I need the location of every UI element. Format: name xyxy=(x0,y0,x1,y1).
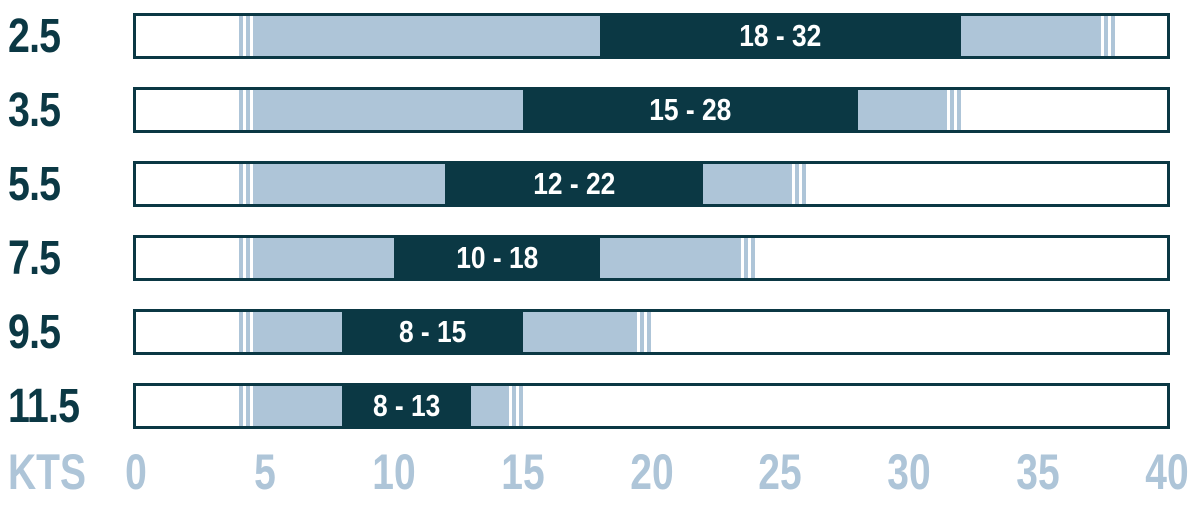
fade-stripe xyxy=(250,16,254,56)
fade-stripe xyxy=(799,164,803,204)
axis-tick-label: 10 xyxy=(372,444,416,500)
wind-range-bar: 8 - 15 xyxy=(133,309,1170,355)
fade-stripe xyxy=(243,312,247,352)
row-label: 3.5 xyxy=(8,83,61,137)
fade-stripe xyxy=(250,90,254,130)
axis-tick-label: 5 xyxy=(254,444,276,500)
fade-stripe xyxy=(243,164,247,204)
fade-stripe xyxy=(1108,16,1112,56)
wind-range-bar: 8 - 13 xyxy=(133,383,1170,429)
row-label: 9.5 xyxy=(8,305,61,359)
axis-tick-label: 20 xyxy=(629,444,674,500)
axis-tick-label: 25 xyxy=(758,444,803,500)
ideal-range-band: 10 - 18 xyxy=(393,238,600,278)
wind-range-bar: 10 - 18 xyxy=(133,235,1170,281)
fade-stripe xyxy=(515,386,519,426)
range-label: 8 - 15 xyxy=(398,314,467,349)
ideal-range-band: 18 - 32 xyxy=(599,16,961,56)
range-label: 12 - 22 xyxy=(533,166,616,201)
fade-stripe xyxy=(747,238,751,278)
row-label: 7.5 xyxy=(8,231,61,285)
wind-range-bar: 15 - 28 xyxy=(133,87,1170,133)
fade-stripe xyxy=(946,90,950,130)
range-label: 10 - 18 xyxy=(455,240,538,275)
fade-stripe xyxy=(250,386,254,426)
fade-stripe xyxy=(637,312,641,352)
fade-stripe xyxy=(953,90,957,130)
ideal-range-band: 8 - 13 xyxy=(342,386,472,426)
axis-tick-label: 30 xyxy=(887,444,931,500)
fade-stripe xyxy=(792,164,796,204)
fade-stripe xyxy=(243,386,247,426)
row-label: 2.5 xyxy=(8,9,61,63)
range-label: 8 - 13 xyxy=(372,388,441,423)
fade-stripe xyxy=(250,238,254,278)
fade-stripe xyxy=(508,386,512,426)
axis-tick-label: 35 xyxy=(1016,444,1060,500)
fade-stripe xyxy=(740,238,744,278)
range-label: 15 - 28 xyxy=(649,92,732,127)
axis-tick-label: 40 xyxy=(1145,444,1189,500)
ideal-range-band: 12 - 22 xyxy=(445,164,704,204)
row-label: 11.5 xyxy=(8,379,80,433)
fade-stripe xyxy=(250,312,254,352)
wind-range-bar: 18 - 32 xyxy=(133,13,1170,59)
axis-tick-label: 15 xyxy=(500,444,545,500)
wind-range-bar: 12 - 22 xyxy=(133,161,1170,207)
x-axis: KTS 0 5 10 15 20 25 30 35 40 xyxy=(0,443,1200,503)
ideal-range-band: 15 - 28 xyxy=(522,90,858,130)
fade-stripe xyxy=(243,90,247,130)
range-label: 18 - 32 xyxy=(739,18,822,53)
axis-unit-label: KTS xyxy=(8,444,86,500)
fade-stripe xyxy=(243,238,247,278)
axis-tick-label: 0 xyxy=(125,444,147,500)
fade-stripe xyxy=(243,16,247,56)
fade-stripe xyxy=(644,312,648,352)
fade-stripe xyxy=(250,164,254,204)
fade-stripe xyxy=(1101,16,1105,56)
row-label: 5.5 xyxy=(8,157,61,211)
ideal-range-band: 8 - 15 xyxy=(342,312,523,352)
